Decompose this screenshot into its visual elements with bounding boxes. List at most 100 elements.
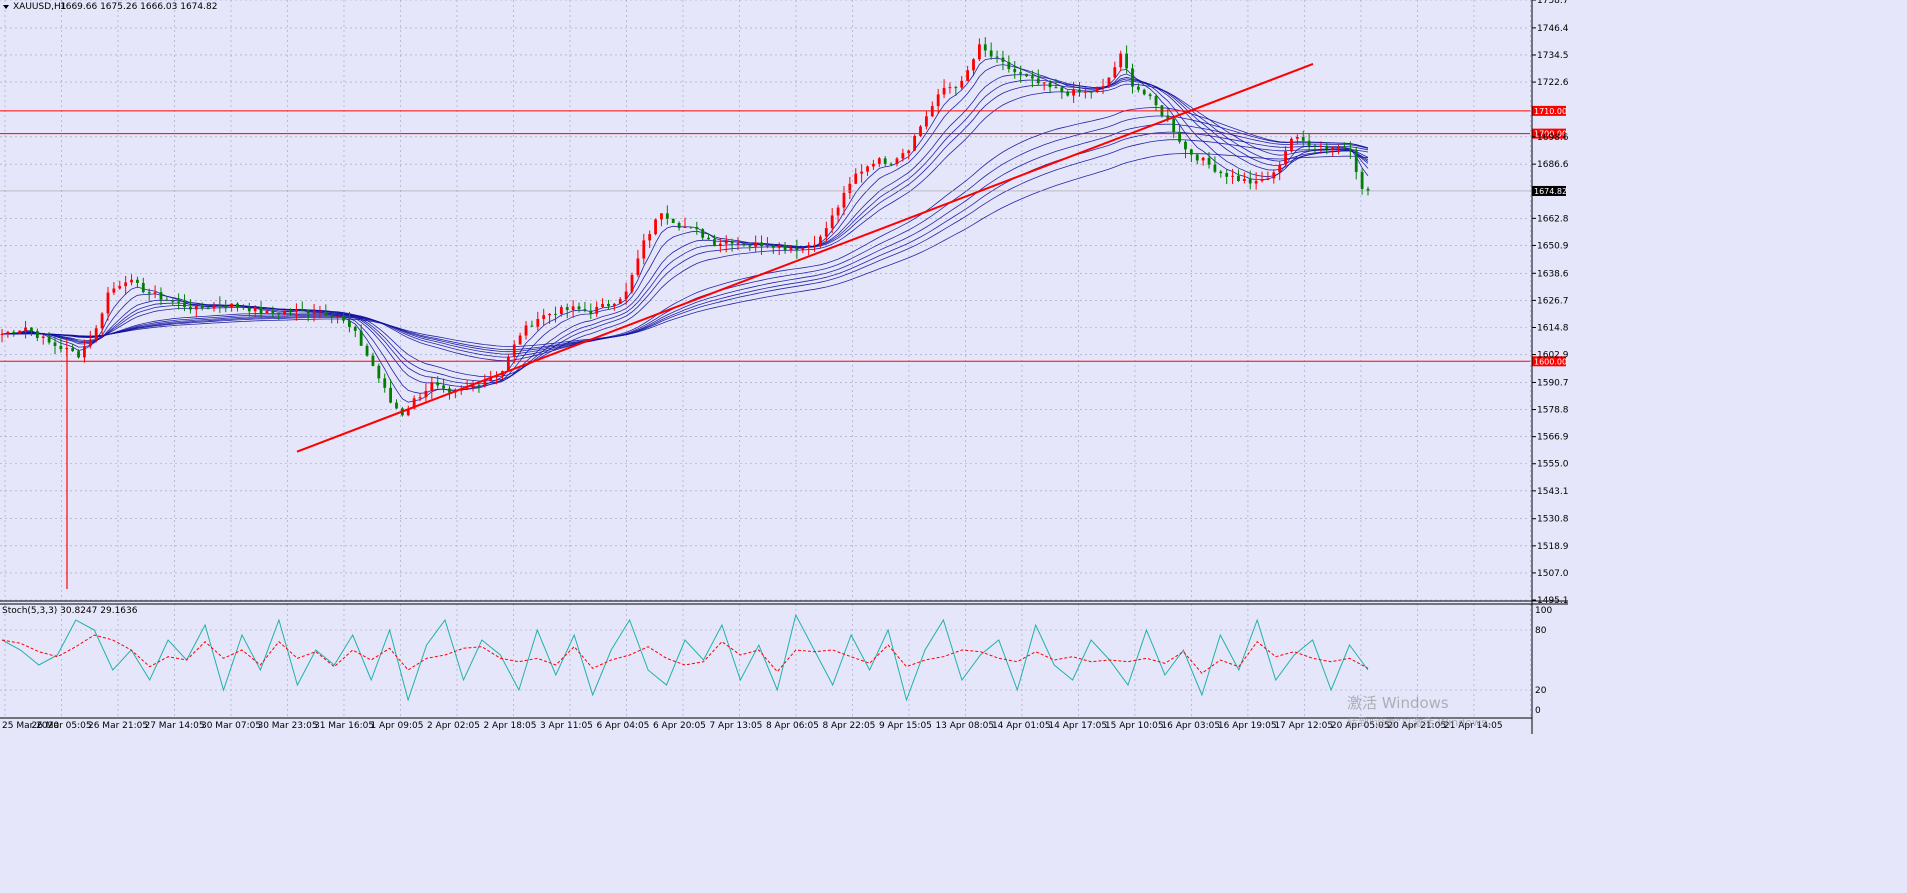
- candle-body: [783, 245, 787, 251]
- candle-body: [1195, 154, 1199, 161]
- candle-body: [94, 328, 98, 340]
- candle-body: [0, 334, 4, 336]
- candle-body: [200, 305, 204, 309]
- candle-body: [801, 247, 805, 251]
- candle-body: [471, 385, 475, 388]
- candle-body: [760, 242, 763, 247]
- candle-body: [524, 325, 528, 336]
- time-axis-label: 7 Apr 13:05: [709, 721, 762, 731]
- ohlc-values: 1669.66 1675.26 1666.03 1674.82: [60, 2, 217, 12]
- horizontal-levels[interactable]: 1710.00 1700.00 1600.00 1674.82: [0, 105, 1567, 367]
- ma-line: [2, 131, 1369, 353]
- candle-body: [1201, 157, 1205, 161]
- trendlines[interactable]: [296, 63, 1314, 453]
- candle-body: [18, 330, 22, 334]
- candle-body: [6, 331, 10, 335]
- candle-body: [836, 207, 840, 216]
- candle-body: [53, 342, 57, 346]
- candle-body: [1366, 188, 1370, 192]
- price-tick-label: 1626.75: [1537, 296, 1568, 306]
- candle-body: [718, 243, 722, 246]
- candle-body: [1025, 73, 1028, 77]
- candle-body: [1131, 68, 1134, 87]
- candle-body: [636, 258, 640, 275]
- time-axis-label: 26 Mar 05:05: [31, 721, 91, 731]
- candle-body: [448, 388, 451, 393]
- candle-body: [1189, 149, 1193, 155]
- price-tick-label: 1614.85: [1537, 323, 1568, 333]
- candle-body: [436, 382, 440, 386]
- candle-body: [577, 306, 581, 310]
- candle-body: [707, 237, 710, 240]
- time-axis-label: 3 Apr 11:05: [540, 721, 593, 731]
- axes: 1758.70 1746.45 1734.55 1722.65 1698.60 1686.…: [0, 0, 1568, 734]
- price-tick-label: 1507.05: [1537, 569, 1568, 579]
- candle-body: [59, 345, 63, 350]
- time-axis-label: 20 Apr 21:05: [1387, 721, 1446, 731]
- candle-body: [189, 307, 192, 310]
- time-axis-label: 2 Apr 02:05: [427, 721, 480, 731]
- candle-body: [936, 94, 940, 107]
- candle-body: [671, 218, 675, 224]
- candle-body: [136, 279, 139, 283]
- candle-body: [12, 331, 16, 334]
- price-tick-label: 1566.90: [1537, 433, 1568, 443]
- candle-body: [648, 234, 652, 241]
- ma-line: [2, 107, 1369, 362]
- price-chart[interactable]: 1710.00 1700.00 1600.00 1674.82 100 80 20 0 17…: [0, 0, 1568, 734]
- price-tick-label: 1686.60: [1537, 160, 1568, 170]
- candle-body: [901, 153, 905, 159]
- price-tick-label: 1530.85: [1537, 515, 1568, 525]
- candle-body: [171, 300, 175, 302]
- price-tick-label: 1734.55: [1537, 51, 1568, 61]
- candle-body: [224, 305, 228, 308]
- candle-body: [1301, 137, 1305, 141]
- candle-body: [624, 291, 628, 300]
- candle-body: [112, 288, 116, 293]
- price-tick-label: 1758.70: [1537, 0, 1568, 6]
- price-tick-label: 1698.60: [1537, 133, 1568, 143]
- candle-body: [1101, 86, 1105, 88]
- time-axis-label: 6 Apr 04:05: [596, 721, 649, 731]
- candle-body: [771, 245, 775, 248]
- candle-body: [1166, 115, 1170, 119]
- candle-body: [589, 310, 593, 314]
- candle-body: [71, 347, 75, 352]
- candle-body: [1095, 87, 1099, 92]
- candle-body: [1260, 180, 1264, 182]
- trendline: [296, 63, 1314, 453]
- candle-body: [1184, 141, 1187, 150]
- candle-body: [960, 80, 964, 88]
- candle-body: [872, 163, 875, 167]
- candle-body: [118, 286, 122, 289]
- candle-body: [342, 316, 345, 321]
- dropdown-triangle-icon[interactable]: [3, 5, 9, 9]
- candle-body: [1066, 91, 1070, 96]
- time-axis-label: 31 Mar 16:05: [314, 721, 374, 731]
- candle-body: [1083, 91, 1087, 93]
- candle-body: [1307, 140, 1311, 146]
- candle-body: [842, 192, 846, 208]
- candle-body: [795, 248, 799, 251]
- candle-body: [371, 355, 375, 366]
- price-tick-label: 1518.95: [1537, 542, 1568, 552]
- candle-body: [1295, 137, 1299, 139]
- candle-body: [948, 87, 952, 89]
- candle-body: [24, 327, 27, 331]
- candle-body: [47, 336, 51, 343]
- level-label: 1700.00: [1534, 130, 1567, 139]
- candle-body: [1042, 82, 1046, 84]
- candle-body: [630, 274, 634, 292]
- price-tick-label: 1638.65: [1537, 269, 1568, 279]
- candle-body: [1225, 173, 1229, 177]
- candle-body: [665, 213, 669, 219]
- time-axis-label: 15 Apr 10:05: [1105, 721, 1164, 731]
- candle-body: [754, 242, 758, 247]
- candle-body: [206, 308, 210, 310]
- candle-body: [748, 245, 752, 247]
- candle-body: [830, 215, 834, 229]
- candle-body: [289, 311, 292, 313]
- price-tick-label: 1602.95: [1537, 351, 1568, 361]
- time-axis-label: 1 Apr 09:05: [370, 721, 423, 731]
- candle-body: [1019, 72, 1023, 74]
